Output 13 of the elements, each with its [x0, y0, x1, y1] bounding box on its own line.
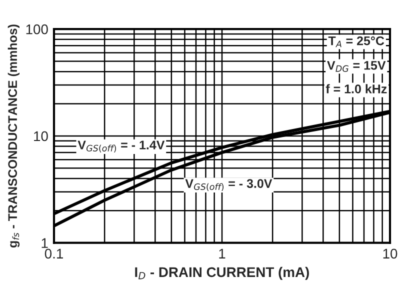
- annotation: V$_{DG}$ = 15V: [327, 61, 386, 72]
- annotation: V$_{GS(off)}$ = - 3.0V: [185, 179, 272, 192]
- annotation: f = 1.0 kHz: [326, 84, 387, 94]
- annotation: V$_{GS(off)}$ = - 1.4V: [78, 140, 165, 152]
- y-tick-label: 10: [34, 131, 48, 142]
- y-axis-title: g$_{fs}$ - TRANSCONDUCTANCE (mmhos): [8, 24, 20, 248]
- x-axis-title: I$_{D}$ - DRAIN CURRENT (mA): [135, 266, 309, 280]
- x-tick-label: 1: [219, 248, 226, 258]
- x-tick-label: 10: [383, 248, 398, 259]
- y-tick-label: 1: [42, 238, 48, 248]
- x-tick-label: 0.1: [44, 248, 63, 259]
- y-tick-label: 100: [26, 24, 48, 34]
- annotation: T$_{A}$ = 25°C: [328, 36, 384, 48]
